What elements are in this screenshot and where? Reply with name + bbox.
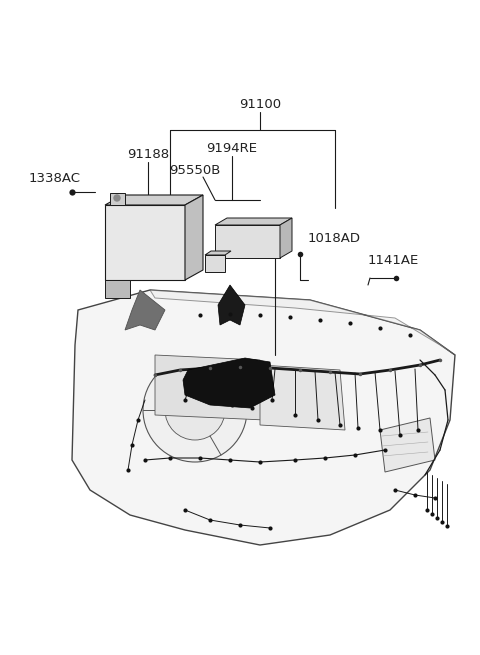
Text: 1141AE: 1141AE <box>368 253 419 267</box>
Polygon shape <box>205 251 231 255</box>
Polygon shape <box>205 255 225 272</box>
Polygon shape <box>110 193 125 205</box>
Polygon shape <box>105 195 203 205</box>
Polygon shape <box>105 205 185 280</box>
Polygon shape <box>280 218 292 258</box>
Polygon shape <box>105 280 130 298</box>
Polygon shape <box>218 285 245 325</box>
Polygon shape <box>72 290 455 545</box>
Polygon shape <box>150 290 455 355</box>
Text: 91100: 91100 <box>239 98 281 111</box>
Polygon shape <box>260 365 345 430</box>
Circle shape <box>143 358 247 462</box>
Polygon shape <box>183 358 275 408</box>
Polygon shape <box>185 195 203 280</box>
Text: 91188: 91188 <box>127 149 169 162</box>
Polygon shape <box>215 225 280 258</box>
Text: 1338AC: 1338AC <box>29 172 81 185</box>
Circle shape <box>114 195 120 201</box>
Text: 95550B: 95550B <box>169 164 221 176</box>
Polygon shape <box>380 418 435 472</box>
Text: 1018AD: 1018AD <box>308 231 361 244</box>
Polygon shape <box>155 355 265 420</box>
Polygon shape <box>125 290 165 330</box>
Text: 9194RE: 9194RE <box>206 141 257 155</box>
Polygon shape <box>215 218 292 225</box>
Circle shape <box>165 380 225 440</box>
